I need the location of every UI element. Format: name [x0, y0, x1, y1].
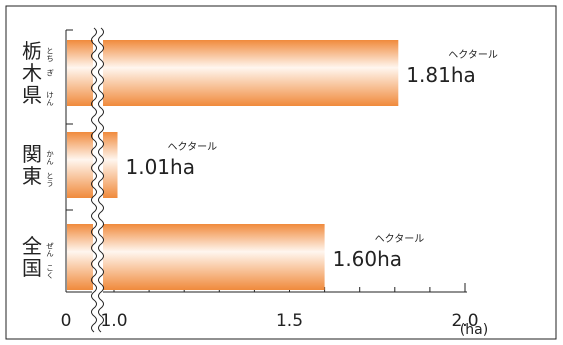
category-ruby-1-1: とう [46, 172, 55, 188]
value-label-1: 1.01ha [126, 155, 195, 179]
axis-break-line-b [98, 27, 104, 333]
value-unit-ruby-0: ヘクタール [448, 49, 498, 61]
axis-break-gap [93, 26, 103, 322]
x-axis-unit: (ha) [460, 322, 488, 338]
category-ruby-1-0: かん [45, 150, 54, 166]
x-tick-label-1: 1.0 [100, 311, 127, 331]
x-tick-label-2: 1.5 [276, 311, 303, 331]
bar-0 [67, 40, 399, 106]
category-ruby-0-1: ぎ [45, 68, 54, 77]
category-label-2-0: 全 [22, 234, 42, 258]
x-tick-label-3: 2.0 [451, 311, 478, 331]
category-ruby-2-1: こく [46, 264, 55, 279]
value-label-0: 1.81ha [406, 63, 475, 87]
plot-frame [5, 5, 557, 340]
value-unit-ruby-1: ヘクタール [168, 141, 218, 153]
category-ruby-2-0: ぜん [45, 242, 54, 257]
category-label-0-1: 木 [22, 61, 42, 85]
category-label-2-1: 国 [22, 256, 42, 280]
x-tick-label-0: 0 [61, 311, 72, 331]
category-label-0-0: 栃 [22, 39, 42, 63]
category-label-1-1: 東 [22, 164, 42, 188]
value-unit-ruby-2: ヘクタール [375, 233, 425, 245]
category-label-1-0: 関 [22, 142, 42, 166]
category-ruby-0-2: けん [45, 91, 54, 107]
value-label-2: 1.60ha [333, 247, 402, 271]
axis-break-line-a [91, 27, 97, 333]
bar-2 [67, 224, 325, 290]
category-label-0-2: 県 [22, 83, 42, 107]
category-ruby-0-0: とち [46, 47, 55, 63]
